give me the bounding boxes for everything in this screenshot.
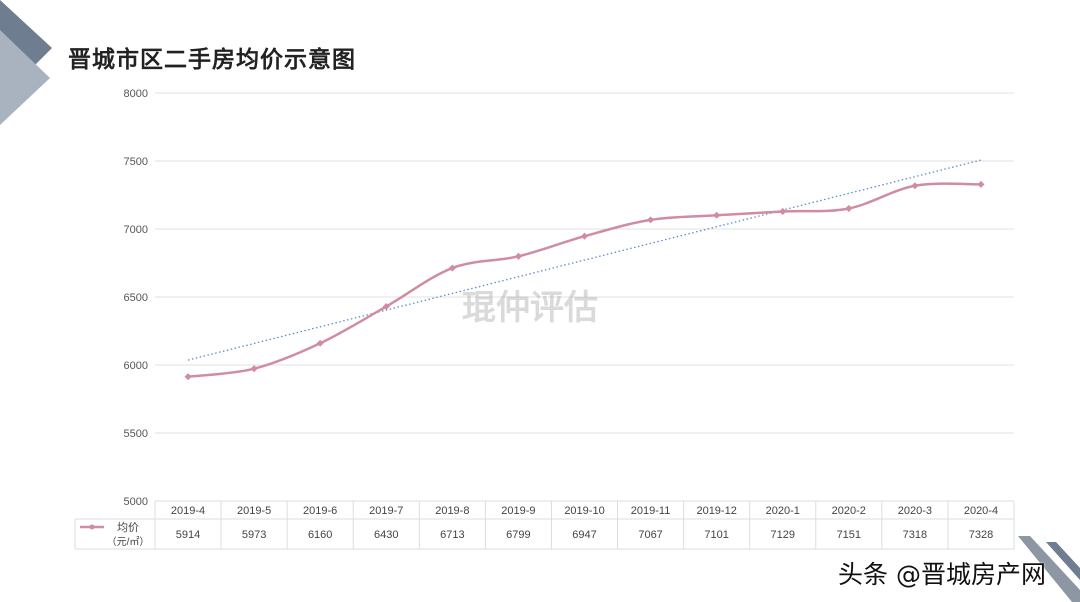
x-tick-label: 2020-1 — [766, 505, 800, 517]
x-tick-label: 2019-5 — [237, 505, 271, 517]
data-point — [911, 182, 919, 190]
x-tick-label: 2019-7 — [369, 505, 403, 517]
data-point — [382, 302, 390, 311]
data-point — [779, 207, 787, 215]
x-tick-label: 2019-6 — [303, 505, 337, 517]
data-point — [977, 180, 985, 188]
x-tick-label: 2019-11 — [631, 505, 671, 517]
y-tick-label: 5000 — [124, 496, 148, 508]
legend-label: 均价 — [117, 521, 139, 534]
data-label: 7318 — [903, 529, 927, 541]
y-tick-label: 7000 — [124, 224, 148, 236]
chart-title: 晋城市区二手房均价示意图 — [68, 47, 356, 73]
data-label: 7151 — [837, 529, 861, 541]
data-label: 7129 — [770, 529, 794, 541]
y-tick-label: 6500 — [124, 292, 148, 304]
data-point — [580, 232, 589, 240]
data-label: 6799 — [506, 529, 530, 541]
data-point — [316, 339, 324, 347]
data-point — [448, 264, 456, 272]
legend-marker — [89, 524, 95, 530]
y-tick-label: 8000 — [124, 88, 148, 100]
data-label: 5914 — [176, 529, 200, 541]
data-label: 6160 — [308, 529, 332, 541]
x-tick-label: 2019-4 — [171, 505, 205, 517]
legend-unit: （元/㎡） — [107, 536, 150, 548]
x-tick-label: 2019-10 — [564, 505, 604, 517]
credit-text: 头条 @晋城房产网 — [838, 560, 1046, 589]
data-point — [184, 373, 192, 381]
x-tick-label: 2020-3 — [898, 505, 932, 517]
x-tick-label: 2019-9 — [501, 505, 535, 517]
x-tick-label: 2020-4 — [964, 505, 998, 517]
data-label: 6947 — [572, 529, 596, 541]
y-tick-label: 6000 — [124, 360, 148, 372]
data-label: 7328 — [969, 529, 993, 541]
y-tick-label: 7500 — [124, 156, 148, 168]
data-label: 7101 — [704, 529, 728, 541]
corner-decoration-br — [1018, 536, 1080, 602]
watermark: 琨仲评估 — [462, 288, 598, 328]
data-point — [514, 252, 522, 260]
data-point — [713, 211, 721, 219]
data-label: 6430 — [374, 529, 398, 541]
y-tick-label: 5500 — [124, 428, 148, 440]
corner-decoration — [0, 30, 50, 125]
x-tick-label: 2020-2 — [832, 505, 866, 517]
data-label: 6713 — [440, 529, 464, 541]
x-tick-label: 2019-8 — [435, 505, 469, 517]
data-point — [647, 216, 655, 224]
x-tick-label: 2019-12 — [696, 505, 736, 517]
trendline — [187, 159, 982, 361]
data-point — [845, 204, 853, 212]
data-point — [250, 365, 258, 373]
data-label: 5973 — [242, 529, 266, 541]
data-label: 7067 — [638, 529, 662, 541]
